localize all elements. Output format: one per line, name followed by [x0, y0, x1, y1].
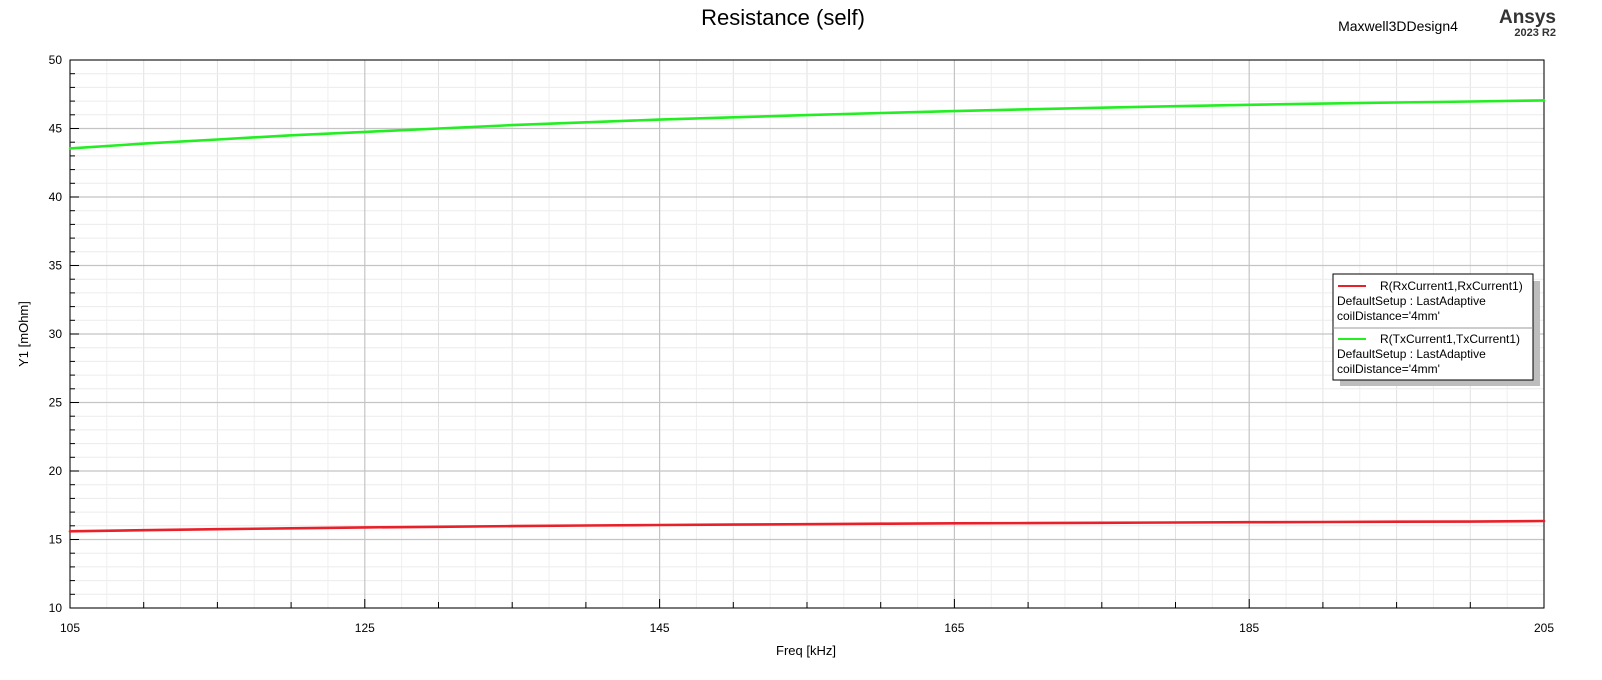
- y-tick-labels: 10 15 20 25 30 35 40 45 50: [49, 53, 63, 615]
- brand-version: 2023 R2: [1514, 27, 1556, 39]
- y-tick-label: 45: [49, 122, 63, 136]
- x-tick-label: 185: [1239, 621, 1259, 635]
- legend-setup: DefaultSetup : LastAdaptive: [1337, 294, 1486, 308]
- x-tick-label: 145: [650, 621, 670, 635]
- y-tick-label: 30: [49, 327, 63, 341]
- y-tick-label: 15: [49, 533, 63, 547]
- y-tick-label: 25: [49, 396, 63, 410]
- series-line: [68, 519, 1546, 533]
- y-axis-label: Y1 [mOhm]: [16, 301, 31, 367]
- series-lines: [68, 99, 1546, 533]
- legend-variation: coilDistance='4mm': [1337, 309, 1440, 323]
- y-tick-label: 10: [49, 601, 63, 615]
- design-name: Maxwell3DDesign4: [1338, 18, 1458, 34]
- x-tick-labels: 105 125 145 165 185 205: [60, 621, 1554, 635]
- x-tick-label: 205: [1534, 621, 1554, 635]
- legend-box: [1332, 273, 1534, 381]
- legend-setup: DefaultSetup : LastAdaptive: [1337, 347, 1486, 361]
- x-axis-label: Freq [kHz]: [776, 643, 836, 658]
- series-line: [68, 99, 1546, 150]
- y-tick-label: 40: [49, 190, 63, 204]
- x-tick-label: 165: [944, 621, 964, 635]
- legend-series-name: R(TxCurrent1,TxCurrent1): [1380, 332, 1520, 346]
- y-tick-label: 20: [49, 464, 63, 478]
- axis-ticks: [69, 59, 1545, 609]
- legend-entry-rx[interactable]: R(RxCurrent1,RxCurrent1) DefaultSetup : …: [1337, 279, 1523, 323]
- chart-title: Resistance (self): [701, 5, 865, 30]
- legend[interactable]: R(RxCurrent1,RxCurrent1) DefaultSetup : …: [1332, 273, 1540, 386]
- y-tick-label: 35: [49, 259, 63, 273]
- legend-series-name: R(RxCurrent1,RxCurrent1): [1380, 279, 1523, 293]
- x-tick-label: 105: [60, 621, 80, 635]
- legend-entry-tx[interactable]: R(TxCurrent1,TxCurrent1) DefaultSetup : …: [1337, 332, 1520, 376]
- y-tick-label: 50: [49, 53, 63, 67]
- brand-name: Ansys: [1499, 7, 1556, 28]
- ansys-logo: Ansys 2023 R2: [1499, 7, 1556, 39]
- legend-variation: coilDistance='4mm': [1337, 362, 1440, 376]
- x-tick-label: 125: [355, 621, 375, 635]
